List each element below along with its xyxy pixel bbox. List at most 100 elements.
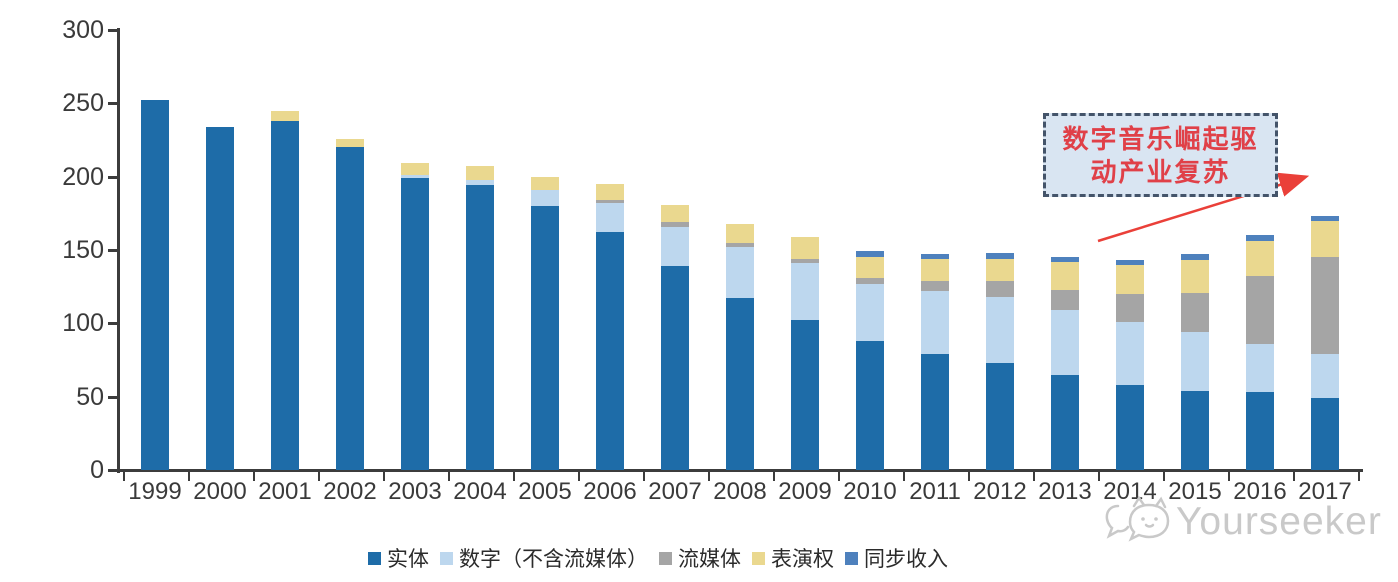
bar-segment-表演权 [271,110,299,121]
legend-item: 流媒体 [659,543,741,573]
bar-segment-实体 [206,126,234,470]
bar-segment-流媒体 [1051,289,1079,311]
x-tick [317,472,320,481]
bar-segment-实体 [401,178,429,470]
x-tick [642,472,645,481]
x-tick [382,472,385,481]
bar-segment-实体 [1311,398,1339,470]
x-axis-label: 2010 [843,478,897,505]
x-axis-label: 2017 [1298,478,1352,505]
x-tick [1162,472,1165,481]
x-tick [122,472,125,481]
legend-label: 表演权 [771,547,834,571]
x-tick [252,472,255,481]
bar-segment-数字（不含流媒体） [791,263,819,321]
bar-segment-同步收入 [1116,260,1144,265]
watermark-cat-logo-icon [1105,495,1170,542]
x-axis-label: 2006 [583,478,637,505]
bar-segment-流媒体 [1116,294,1144,322]
x-axis-label: 2008 [713,478,767,505]
bar-segment-同步收入 [1311,216,1339,221]
bar-segment-实体 [1246,392,1274,470]
bar-segment-实体 [1181,390,1209,470]
legend-swatch-icon [752,551,765,565]
legend-item: 实体 [368,543,429,573]
x-axis-label: 2000 [193,478,247,505]
x-axis-label: 2011 [909,478,961,505]
y-axis-label: 200 [62,162,104,191]
legend: 实体 数字（不含流媒体） 流媒体 表演权 同步收入 [368,543,948,573]
y-tick [108,175,117,179]
bar-segment-数字（不含流媒体） [1246,343,1274,393]
bar-segment-同步收入 [986,252,1014,259]
bar-segment-表演权 [856,257,884,278]
y-tick [108,322,117,326]
legend-label: 流媒体 [678,547,741,571]
x-tick [1292,472,1295,481]
bar-segment-实体 [856,340,884,470]
x-axis-label: 2016 [1233,478,1287,505]
bar-segment-表演权 [921,258,949,281]
bar-segment-数字（不含流媒体） [1311,354,1339,399]
bar-segment-数字（不含流媒体） [856,283,884,341]
bar-segment-实体 [596,232,624,470]
bar-segment-数字（不含流媒体） [466,179,494,186]
bar-segment-数字（不含流媒体） [401,175,429,179]
bar-segment-流媒体 [726,242,754,248]
bar-segment-实体 [921,354,949,470]
bar-segment-实体 [466,185,494,470]
annotation-line-1: 数字音乐崛起驱 [1062,125,1259,154]
bar-segment-实体 [141,100,169,470]
x-tick [837,472,840,481]
bar-segment-表演权 [531,176,559,190]
bar-segment-同步收入 [856,251,884,258]
bar-segment-流媒体 [661,222,689,227]
bar-segment-流媒体 [1246,276,1274,344]
bar-segment-实体 [661,266,689,470]
bar-segment-数字（不含流媒体） [921,291,949,355]
y-axis-label: 0 [90,456,104,484]
bar-segment-数字（不含流媒体） [596,203,624,233]
bar-segment-表演权 [1311,220,1339,258]
x-tick [1227,472,1230,481]
bar-segment-表演权 [1116,264,1144,294]
y-tick [108,29,117,32]
bar-segment-表演权 [661,204,689,223]
x-axis-label: 2012 [973,478,1027,505]
bar-segment-实体 [531,206,559,470]
legend-label: 实体 [387,547,429,571]
bar-segment-数字（不含流媒体） [531,189,559,206]
bar-segment-同步收入 [1246,235,1274,242]
annotation-line-2: 动产业复苏 [1090,158,1231,187]
y-tick [108,102,117,106]
x-axis-label: 2009 [778,478,832,505]
watermark: Yourseeker [1104,494,1394,554]
x-axis-label: 2001 [258,478,312,505]
bar-segment-实体 [1051,374,1079,470]
x-tick [1357,472,1360,481]
watermark-text: Yourseeker [1176,500,1382,543]
x-tick [512,472,515,481]
x-axis-label: 2013 [1038,478,1092,505]
bar-segment-表演权 [1181,260,1209,293]
y-tick [108,249,117,252]
bar-segment-表演权 [466,166,494,180]
x-axis-line [117,469,1363,472]
bar-segment-表演权 [401,163,429,176]
x-tick [447,472,450,481]
bar-segment-流媒体 [596,200,624,204]
bar-segment-流媒体 [856,277,884,284]
x-tick [772,472,775,481]
y-axis-label: 100 [62,309,104,338]
x-tick [187,472,190,481]
legend-item: 数字（不含流媒体） [440,543,648,573]
x-axis-label: 2015 [1168,478,1222,505]
x-axis-label: 2005 [518,478,572,505]
x-axis-label: 2002 [323,478,377,505]
legend-item: 同步收入 [845,543,948,573]
x-axis-label: 2014 [1103,478,1157,505]
bar-segment-数字（不含流媒体） [1181,332,1209,391]
bar-segment-表演权 [1051,261,1079,290]
x-tick [967,472,970,481]
